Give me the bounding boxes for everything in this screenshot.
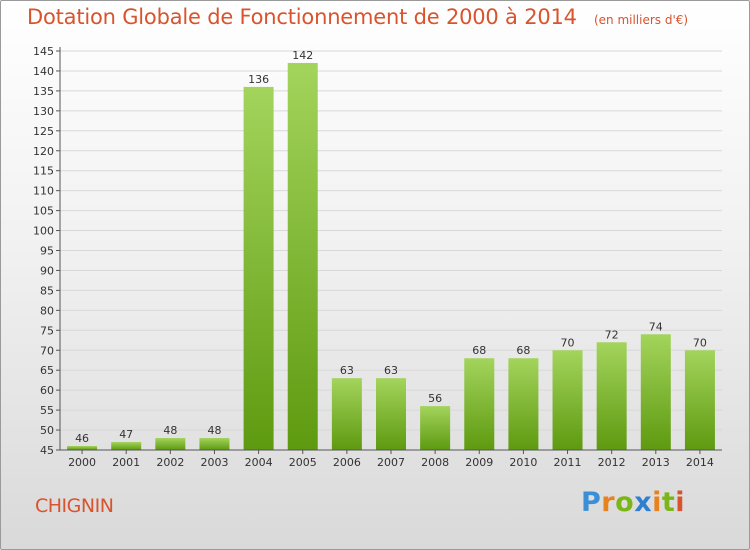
y-tick-label: 100 — [33, 225, 54, 238]
bar-2012 — [596, 342, 627, 450]
x-tick-label-2009: 2009 — [465, 456, 493, 469]
x-tick-label-2004: 2004 — [245, 456, 273, 469]
y-tick-label: 135 — [33, 85, 54, 98]
y-tick-label: 110 — [33, 185, 54, 198]
axes: 45 50 55 60 65 70 75 80 85 90 95 100 105 110 115 120 125… — [33, 45, 722, 469]
x-tick-label-2006: 2006 — [333, 456, 361, 469]
bar-2011 — [552, 350, 583, 450]
x-tick-label-2000: 2000 — [68, 456, 96, 469]
x-tick-label-2002: 2002 — [156, 456, 184, 469]
y-tick-label: 90 — [40, 264, 54, 277]
bar-2005 — [287, 62, 318, 450]
y-tick-label: 70 — [40, 344, 54, 357]
bar-2003 — [199, 438, 230, 450]
commune-name: CHIGNIN — [35, 495, 114, 517]
data-label-2008: 56 — [428, 392, 442, 405]
bar-2010 — [508, 358, 539, 450]
data-label-2012: 72 — [605, 328, 619, 341]
y-tick-label: 60 — [40, 384, 54, 397]
data-label-2010: 68 — [516, 344, 530, 357]
data-label-2014: 70 — [693, 336, 707, 349]
x-tick-label-2011: 2011 — [554, 456, 582, 469]
y-tick-label: 125 — [33, 125, 54, 138]
bar-2013 — [640, 334, 671, 450]
data-label-2002: 48 — [163, 424, 177, 437]
x-tick-label-2013: 2013 — [642, 456, 670, 469]
y-tick-label: 95 — [40, 245, 54, 258]
bar-2004 — [243, 86, 274, 450]
data-label-2013: 74 — [649, 320, 663, 333]
y-tick-label: 145 — [33, 45, 54, 58]
y-tick-label: 120 — [33, 145, 54, 158]
value-labels: 46 47 48 48 136 142 63 63 56 68 68 70 72 74 70 — [75, 49, 707, 445]
proxiti-logo: Proxiti — [581, 487, 686, 518]
bar-2008 — [420, 406, 451, 450]
x-tick-label-2007: 2007 — [377, 456, 405, 469]
data-label-2011: 70 — [561, 336, 575, 349]
bar-2000 — [67, 446, 98, 450]
x-tick-label-2010: 2010 — [509, 456, 537, 469]
bar-2009 — [464, 358, 495, 450]
y-tick-label: 55 — [40, 404, 54, 417]
data-label-2000: 46 — [75, 432, 89, 445]
y-tick-label: 80 — [40, 304, 54, 317]
y-tick-label: 45 — [40, 444, 54, 457]
data-label-2001: 47 — [119, 428, 133, 441]
bar-2007 — [376, 378, 406, 450]
data-label-2007: 63 — [384, 364, 398, 377]
bar-2002 — [155, 438, 186, 450]
x-tick-label-2014: 2014 — [686, 456, 714, 469]
y-tick-label: 115 — [33, 165, 54, 178]
data-label-2003: 48 — [207, 424, 221, 437]
x-tick-label-2005: 2005 — [289, 456, 317, 469]
bars — [67, 62, 715, 450]
y-tick-label: 140 — [33, 65, 54, 78]
x-tick-label-2008: 2008 — [421, 456, 449, 469]
chart-title-block: Dotation Globale de Fonctionnement de 20… — [27, 5, 688, 29]
bar-2006 — [331, 378, 362, 450]
y-tick-label: 85 — [40, 284, 54, 297]
bar-2014 — [684, 350, 715, 450]
data-label-2009: 68 — [472, 344, 486, 357]
x-tick-label-2001: 2001 — [112, 456, 140, 469]
y-tick-label: 105 — [33, 205, 54, 218]
data-label-2004: 136 — [248, 73, 269, 86]
chart-title: Dotation Globale de Fonctionnement de 20… — [27, 5, 577, 29]
chart-unit-note: (en milliers d'€) — [593, 13, 689, 27]
y-tick-label: 50 — [40, 424, 54, 437]
y-tick-label: 65 — [40, 364, 54, 377]
x-tick-label-2012: 2012 — [598, 456, 626, 469]
x-tick-label-2003: 2003 — [200, 456, 228, 469]
y-tick-label: 75 — [40, 324, 54, 337]
y-tick-label: 130 — [33, 105, 54, 118]
data-label-2005: 142 — [292, 49, 313, 62]
data-label-2006: 63 — [340, 364, 354, 377]
bar-2001 — [111, 442, 142, 450]
